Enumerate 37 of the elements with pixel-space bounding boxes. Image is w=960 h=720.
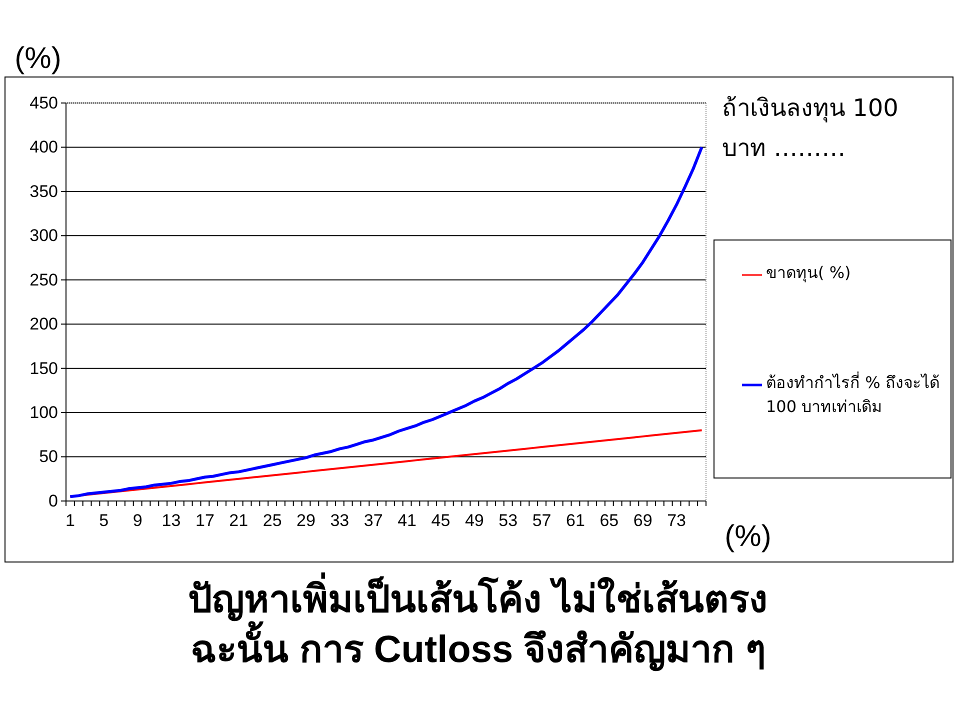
x-tick-label: 5 [99, 511, 109, 530]
y-tick-label: 100 [30, 402, 58, 422]
x-tick-label: 53 [498, 511, 518, 530]
x-tick-label: 41 [398, 511, 417, 530]
y-tick-label: 150 [30, 358, 58, 378]
legend-label: ขาดทุน( %) [766, 262, 852, 284]
y-tick-label: 400 [30, 138, 58, 157]
x-tick-label: 13 [162, 511, 181, 530]
x-tick-label: 21 [229, 511, 248, 530]
x-tick-label: 49 [464, 511, 484, 530]
x-tick-label: 9 [132, 511, 142, 530]
text: ฉะนั้น การ Cutloss จึงสำคัญมาก ๆ [190, 621, 766, 671]
x-tick-label: 45 [431, 511, 450, 530]
y-tick-label: 300 [30, 226, 58, 246]
x-tick-label: 69 [633, 511, 652, 530]
y-tick-label: 250 [30, 270, 58, 290]
y-tick-label: 200 [30, 314, 58, 334]
text: ปัญหาเพิ่มเป็นเส้นโค้ง ไม่ใช่เส้นตรง [188, 572, 768, 621]
x-tick-label: 37 [364, 511, 383, 530]
y-tick-label: 450 [30, 93, 58, 112]
y-tick-label: 350 [30, 182, 58, 201]
x-tick-label: 61 [566, 511, 585, 530]
x-tick-label: 17 [195, 511, 214, 530]
x-tick-label: 57 [532, 511, 552, 530]
x-tick-label: 65 [600, 511, 619, 530]
x-tick-label: 1 [65, 511, 75, 530]
line-series [68, 146, 704, 498]
x-tick-label: 33 [330, 511, 350, 530]
x-axis-title: (%) [724, 520, 772, 553]
y-tick-label: 0 [48, 491, 58, 510]
y-axis-title: (%) [14, 42, 62, 75]
text: ถ้าเงินลงทุน 100 บาท ……… [722, 93, 900, 164]
x-tick-label: 73 [667, 511, 686, 530]
x-tick-label: 29 [296, 511, 316, 530]
y-tick-label: 50 [39, 447, 58, 466]
legend-label: ต้องทำกำไรกี่ % ถึงจะได้ 100 บาทเท่าเดิม [766, 371, 940, 418]
x-tick-label: 25 [262, 511, 282, 530]
